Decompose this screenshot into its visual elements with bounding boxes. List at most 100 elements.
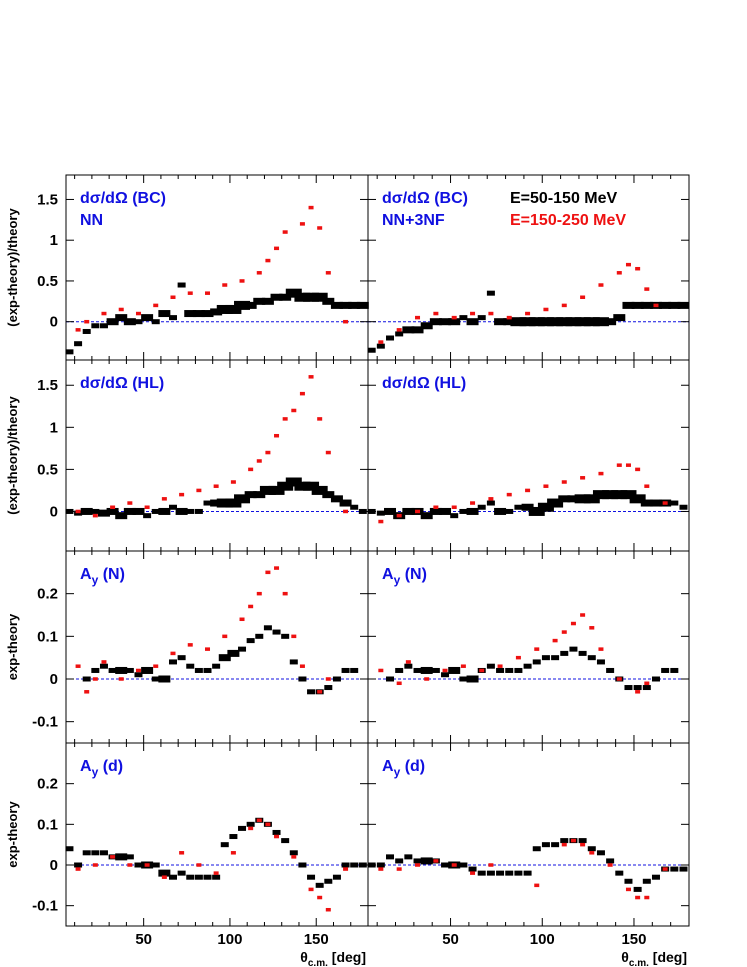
data-box-high-energy: [317, 895, 323, 900]
data-box-high-energy: [325, 450, 331, 455]
data-box-low-energy: [560, 650, 569, 656]
y-tick-label: 0: [50, 671, 58, 688]
data-box-low-energy: [547, 498, 564, 508]
data-box-high-energy: [570, 621, 576, 626]
x-tick-label: 150: [304, 931, 329, 948]
panel-label: dσ/dΩ (BC): [80, 190, 166, 207]
panel-label: dσ/dΩ (HL): [382, 375, 466, 392]
data-box-low-energy: [298, 676, 307, 682]
y-tick-label: 0.5: [37, 273, 58, 290]
data-box-low-energy: [227, 649, 240, 657]
panel-label-main: A: [80, 758, 92, 775]
data-box-low-energy: [212, 663, 221, 669]
data-box-low-energy: [587, 846, 596, 852]
data-box-low-energy: [404, 663, 413, 669]
data-box-low-energy: [151, 862, 160, 868]
data-box-low-energy: [192, 310, 205, 318]
data-box-low-energy: [642, 878, 651, 884]
data-box-low-energy: [134, 672, 143, 678]
data-box-low-energy: [468, 866, 477, 872]
data-box-high-energy: [662, 501, 668, 505]
data-box-low-energy: [633, 886, 642, 892]
data-box-high-energy: [170, 651, 176, 656]
data-box-low-energy: [91, 850, 100, 856]
data-box-high-energy: [470, 501, 476, 505]
data-box-high-energy: [196, 863, 202, 867]
data-box-high-energy: [488, 863, 494, 867]
data-box-low-energy: [151, 319, 160, 325]
data-box-low-energy: [486, 500, 495, 506]
data-box-low-energy: [322, 491, 335, 499]
data-box-high-energy: [598, 647, 604, 651]
data-box-low-energy: [253, 297, 266, 305]
data-box-high-energy: [506, 315, 512, 320]
data-box-high-energy: [256, 271, 262, 275]
panel-label-main: A: [80, 566, 92, 583]
data-box-low-energy: [65, 846, 74, 852]
data-box-low-energy: [439, 318, 452, 326]
data-box-low-energy: [194, 508, 203, 514]
data-box-high-energy: [179, 851, 185, 855]
x-axis-title-subscript: c.m.: [308, 958, 328, 967]
data-box-low-energy: [547, 317, 564, 327]
data-box-high-energy: [561, 630, 567, 634]
data-box-high-energy: [75, 509, 81, 514]
data-box-low-energy: [514, 667, 523, 673]
data-box-low-energy: [350, 667, 359, 673]
panel-label-main: dσ/dΩ (HL): [80, 375, 164, 392]
data-box-low-energy: [376, 343, 385, 349]
data-box-high-energy: [144, 505, 150, 509]
y-tick-label: -0.1: [32, 898, 58, 915]
data-box-high-energy: [75, 328, 81, 332]
x-tick-label: 50: [442, 931, 459, 948]
data-box-high-energy: [325, 907, 331, 912]
data-box-low-energy: [285, 477, 302, 487]
data-box-high-energy: [625, 463, 631, 467]
x-axis-title-unit: [deg]: [328, 949, 366, 965]
x-tick-label: 150: [621, 931, 646, 948]
data-box-low-energy: [606, 667, 615, 673]
panel-label-main: dσ/dΩ (BC): [80, 190, 166, 207]
data-box-low-energy: [574, 317, 591, 327]
data-box-low-energy: [272, 829, 281, 835]
panel-label-suffix: (d): [98, 758, 123, 775]
data-box-low-energy: [466, 507, 479, 515]
data-box-low-energy: [91, 667, 100, 673]
y-tick-label: 0: [50, 314, 58, 331]
data-box-low-energy: [91, 508, 100, 514]
y-tick-label: 0.2: [37, 586, 58, 603]
data-box-low-energy: [332, 874, 341, 880]
data-box-low-energy: [82, 850, 91, 856]
data-box-high-energy: [552, 638, 558, 643]
data-box-high-energy: [317, 417, 323, 421]
data-box-high-energy: [396, 681, 402, 686]
data-box-low-energy: [158, 675, 171, 683]
data-box-low-energy: [186, 663, 195, 669]
y-tick-label: 1: [50, 419, 58, 436]
data-box-high-energy: [153, 303, 159, 308]
data-box-low-energy: [125, 667, 134, 673]
data-box-low-energy: [592, 490, 609, 500]
y-axis-title: exp-theory: [5, 613, 20, 680]
data-box-high-energy: [239, 617, 245, 622]
data-box-high-energy: [127, 863, 133, 867]
data-box-low-energy: [168, 504, 177, 510]
data-box-low-energy: [441, 672, 450, 678]
data-box-high-energy: [282, 230, 288, 234]
data-box-high-energy: [153, 664, 159, 668]
data-box-high-energy: [470, 311, 476, 316]
data-box-low-energy: [668, 301, 681, 309]
data-box-low-energy: [578, 650, 587, 656]
x-axis-title-theta: θ: [621, 949, 629, 965]
data-box-low-energy: [268, 485, 285, 495]
data-box-low-energy: [532, 846, 541, 852]
data-box-low-energy: [350, 862, 359, 868]
data-box-low-energy: [376, 862, 385, 868]
data-box-high-energy: [635, 266, 641, 271]
data-box-low-energy: [532, 659, 541, 665]
data-box-low-energy: [177, 655, 186, 661]
data-box-low-energy: [528, 317, 545, 327]
data-box-high-energy: [405, 660, 411, 664]
data-box-high-energy: [525, 488, 531, 493]
data-box-high-energy: [343, 867, 349, 871]
